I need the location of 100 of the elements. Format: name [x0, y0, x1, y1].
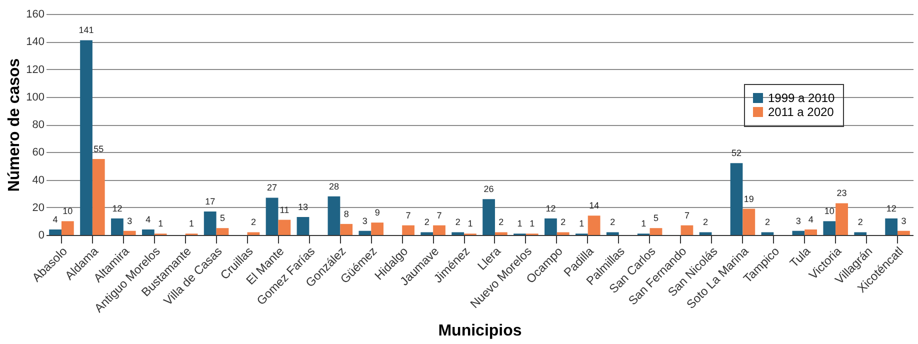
y-tick-label: 100	[26, 91, 44, 104]
data-label: 5	[220, 213, 226, 224]
bar	[836, 203, 848, 235]
bar	[402, 225, 414, 235]
data-label: 23	[836, 188, 847, 198]
bar	[761, 232, 774, 235]
bar	[278, 220, 291, 235]
data-label: 9	[374, 208, 380, 218]
bar	[792, 230, 805, 235]
bar	[823, 221, 836, 235]
legend-label: 1999 a 2010	[768, 91, 836, 105]
bar	[544, 218, 557, 235]
data-label: 12	[546, 203, 556, 214]
y-tick-label: 0	[38, 230, 44, 242]
bar	[371, 222, 384, 235]
data-label: 7	[436, 210, 442, 220]
bar	[556, 232, 570, 235]
bar	[123, 230, 136, 235]
data-label: 2	[424, 217, 430, 228]
data-label: 10	[824, 206, 834, 216]
data-label: 8	[344, 208, 349, 219]
data-label: 1	[517, 218, 522, 229]
data-label: 4	[808, 214, 814, 224]
data-label: 3	[362, 216, 368, 226]
bar	[216, 228, 229, 235]
data-label: 12	[886, 203, 896, 214]
bar	[588, 216, 600, 235]
bar	[482, 199, 495, 235]
data-label: 13	[298, 202, 308, 212]
bar	[699, 232, 712, 235]
data-label: 7	[684, 210, 690, 220]
data-label: 12	[112, 203, 122, 214]
data-label: 2	[610, 217, 616, 228]
bar	[296, 217, 310, 235]
bar	[742, 208, 756, 235]
data-label: 2	[250, 217, 256, 228]
y-tick-label: 60	[32, 146, 44, 159]
data-label: 3	[796, 216, 801, 226]
data-label: 55	[94, 144, 104, 154]
y-tick-label: 160	[26, 8, 44, 20]
bar	[247, 232, 260, 235]
data-label: 1	[158, 218, 164, 229]
data-label: 1	[468, 218, 473, 229]
data-label: 4	[146, 214, 151, 224]
bar	[494, 232, 508, 235]
data-label: 26	[484, 184, 494, 194]
data-label: 3	[127, 216, 132, 226]
data-label: 4	[52, 214, 58, 224]
bar	[433, 225, 446, 235]
data-label: 1	[530, 218, 535, 229]
bar	[730, 163, 743, 235]
bar	[452, 232, 464, 235]
bar	[340, 224, 353, 235]
y-tick-label: 40	[32, 174, 44, 186]
bar	[204, 212, 216, 235]
bar	[358, 230, 372, 235]
y-tick-label: 120	[26, 64, 44, 76]
data-label: 52	[731, 148, 742, 158]
bar	[606, 232, 619, 235]
bar	[650, 228, 662, 235]
bar	[328, 196, 340, 235]
data-label: 14	[589, 200, 600, 211]
data-label: 141	[78, 25, 94, 36]
data-label: 2	[560, 217, 566, 228]
bar	[111, 218, 124, 235]
data-label: 2	[703, 217, 708, 228]
bar	[80, 40, 92, 235]
bar	[854, 232, 867, 235]
bar	[266, 198, 278, 235]
data-label: 7	[406, 210, 411, 220]
data-label: 28	[328, 181, 339, 192]
data-label: 1	[641, 218, 646, 229]
data-label: 2	[858, 217, 863, 228]
bar	[92, 159, 105, 235]
data-label: 2	[455, 217, 460, 228]
data-label: 2	[764, 217, 770, 228]
y-tick-label: 80	[32, 119, 44, 131]
data-label: 1	[189, 218, 194, 229]
data-label: 10	[62, 206, 73, 216]
legend-label: 2011 a 2020	[768, 105, 834, 119]
bar	[420, 232, 434, 235]
bar	[680, 225, 694, 235]
bar	[61, 221, 74, 235]
data-label: 3	[901, 216, 906, 226]
bar	[885, 218, 898, 235]
data-label: 5	[653, 213, 659, 224]
data-label: 2	[498, 217, 504, 228]
y-axis-title: Número de casos	[6, 58, 24, 192]
bar	[898, 230, 910, 235]
data-label: 27	[267, 182, 278, 193]
x-axis-title: Municipios	[438, 322, 522, 340]
data-label: 11	[280, 204, 290, 215]
bar	[49, 229, 62, 235]
y-tick-label: 140	[26, 36, 44, 48]
bar	[142, 229, 154, 235]
bar	[804, 229, 818, 235]
data-label: 1	[579, 218, 584, 229]
data-label: 17	[205, 196, 216, 207]
y-tick-label: 20	[32, 202, 44, 214]
data-label: 19	[744, 194, 754, 204]
